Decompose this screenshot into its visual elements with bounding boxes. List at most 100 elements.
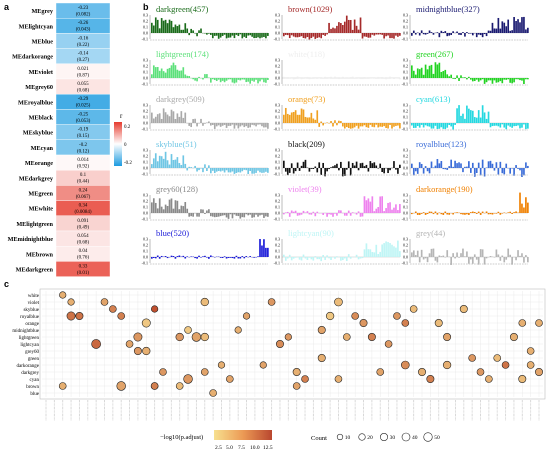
eigengene-title: skyblue(51) [156, 139, 197, 149]
eigengene-bar [507, 123, 510, 126]
eigengene-bar [257, 213, 259, 217]
eigengene-bar [284, 212, 287, 213]
eigengene-bar [306, 257, 309, 261]
eigengene-bar [438, 163, 441, 168]
eigengene-bar [296, 76, 299, 78]
eigengene-bar [355, 25, 358, 33]
eigengene-bar [381, 168, 383, 172]
eigengene-bar [294, 168, 297, 172]
eigengene-bar [241, 213, 244, 218]
eigengene-axis-tick: -0.1 [274, 217, 280, 222]
eigengene-bar [357, 168, 360, 171]
eigengene-axis-tick: 0.1 [143, 115, 148, 120]
eigengene-bar [156, 19, 159, 33]
eigengene-bar [151, 74, 153, 78]
heatmap-r-value: -0.23 [78, 6, 89, 11]
eigengene-bar [468, 257, 470, 264]
eigengene-bar [156, 114, 159, 123]
bubble-point [426, 375, 435, 383]
eigengene-bar [245, 78, 248, 83]
eigengene-bar [247, 78, 250, 82]
eigengene-bar [294, 210, 297, 213]
eigengene-axis-tick: 0.0 [275, 121, 280, 126]
eigengene-bar [164, 204, 167, 213]
eigengene-bar [261, 33, 263, 38]
eigengene-axis-tick: 0.2 [275, 64, 280, 69]
eigengene-bar [206, 33, 208, 35]
eigengene-bar [430, 64, 433, 78]
eigengene-bar [237, 33, 240, 37]
eigengene-bar [393, 207, 395, 213]
heatmap-legend-tick: 0 [124, 143, 127, 148]
eigengene-bar [481, 159, 484, 168]
eigengene-bar [381, 33, 383, 35]
eigengene-bar [479, 168, 482, 176]
bubble-point [317, 354, 326, 362]
eigengene-bar [178, 116, 181, 123]
eigengene-bar [440, 161, 443, 168]
eigengene-axis-tick: -0.1 [274, 82, 280, 87]
eigengene-bar [314, 33, 317, 39]
eigengene-bar [446, 250, 449, 257]
eigengene-bar [481, 33, 484, 38]
eigengene-axis-tick: -0.1 [402, 82, 408, 87]
eigengene-bar [477, 33, 480, 35]
eigengene-bar [345, 15, 348, 33]
eigengene-bar [188, 76, 191, 78]
eigengene-bar [221, 123, 224, 126]
eigengene-bar [151, 202, 153, 213]
bubble-point [217, 361, 226, 369]
eigengene-bar [235, 255, 238, 257]
heatmap-p-value: (0.0084) [74, 210, 91, 215]
eigengene-bar [430, 123, 433, 129]
eigengene-bar [371, 163, 374, 168]
eigengene-bar [361, 257, 364, 259]
eigengene-bar [527, 165, 529, 168]
eigengene-bar [229, 168, 232, 173]
bubble-point [518, 319, 527, 327]
eigengene-bar [233, 78, 236, 84]
eigengene-bar [487, 213, 490, 215]
eigengene-bar [436, 213, 439, 215]
eigengene-bar [483, 168, 486, 177]
eigengene-axis-tick: 0.3 [403, 193, 408, 198]
eigengene-bar [515, 21, 517, 33]
eigengene-bar [521, 17, 523, 33]
eigengene-bar [324, 76, 326, 78]
eigengene-bar [345, 123, 348, 128]
eigengene-bar [371, 123, 374, 127]
eigengene-bar [300, 108, 303, 123]
eigengene-bar [525, 255, 527, 257]
eigengene-bar [174, 65, 177, 78]
eigengene-bar [369, 123, 372, 125]
eigengene-bar [316, 78, 319, 79]
eigengene-bar [251, 213, 253, 218]
eigengene-bar [227, 213, 230, 219]
eigengene-bar [298, 257, 301, 260]
eigengene-bar [210, 78, 212, 83]
bubble-point [409, 305, 418, 313]
eigengene-bar [259, 213, 261, 216]
bubble-color-legend: −log10(p.adjust) 2.5 5.0 7.5 10.0 12.5 [160, 430, 273, 451]
eigengene-bar [468, 33, 470, 34]
eigengene-bar [314, 213, 317, 217]
bubble-point [259, 361, 267, 369]
eigengene-axis-tick: 0.3 [143, 13, 148, 18]
eigengene-bar [448, 213, 451, 215]
eigengene-axis-tick: 0.1 [403, 25, 408, 30]
size-legend-title: Count [311, 435, 327, 442]
size-legend-circle [401, 432, 411, 442]
eigengene-bar [351, 123, 354, 129]
eigengene-bar [442, 32, 445, 33]
eigengene-bar [481, 211, 484, 213]
eigengene-bar [184, 112, 187, 123]
eigengene-bar [251, 123, 253, 125]
heatmap-row-label: MEgrey [31, 8, 53, 15]
eigengene-bar [261, 245, 263, 257]
eigengene-bar [495, 78, 498, 83]
eigengene-bar [395, 78, 397, 79]
eigengene-bar [255, 33, 257, 39]
eigengene-bar [347, 19, 350, 33]
eigengene-bar [393, 123, 395, 127]
